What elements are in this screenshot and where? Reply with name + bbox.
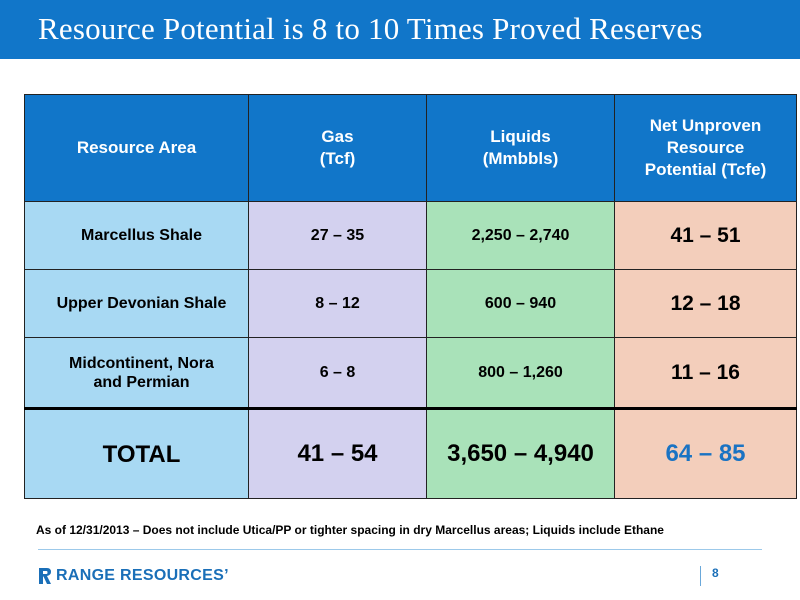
cell-area: Upper Devonian Shale [24,269,249,338]
table-header-row: Resource Area Gas (Tcf) Liquids (Mmbbls)… [24,94,797,202]
footer-divider [38,549,762,550]
area-label: Marcellus Shale [81,227,202,244]
logo-text: RANGE RESOURCES’ [56,567,229,584]
header-net-unproven: Net Unproven Resource Potential (Tcfe) [614,94,797,202]
cell-gas: 27 – 35 [248,201,427,270]
cell-liquids: 2,250 – 2,740 [426,201,615,270]
cell-total-gas: 41 – 54 [248,407,427,499]
header-liquids-unit: (Mmbbls) [482,149,559,168]
table-row: Midcontinent, Nora and Permian 6 – 8 800… [24,337,797,409]
cell-net: 12 – 18 [614,269,797,338]
cell-area: Marcellus Shale [24,201,249,270]
company-logo: RANGE RESOURCES’ [38,566,229,586]
cell-total-label: TOTAL [24,407,249,499]
header-area-label: Resource Area [76,138,197,157]
header-net-line1: Net Unproven [649,116,762,135]
resource-table: Resource Area Gas (Tcf) Liquids (Mmbbls)… [24,94,797,499]
header-resource-area: Resource Area [24,94,249,202]
total-row: TOTAL 41 – 54 3,650 – 4,940 64 – 85 [24,407,797,499]
header-liquids: Liquids (Mmbbls) [426,94,615,202]
area-label-line2: and Permian [93,373,190,391]
footnote: As of 12/31/2013 – Does not include Utic… [36,523,664,537]
header-gas-label: Gas [321,127,354,146]
cell-net: 41 – 51 [614,201,797,270]
page-number: 8 [712,566,719,580]
cell-gas: 8 – 12 [248,269,427,338]
cell-gas: 6 – 8 [248,337,427,409]
area-label-line1: Midcontinent, Nora [69,354,214,372]
cell-liquids: 600 – 940 [426,269,615,338]
table-row: Marcellus Shale 27 – 35 2,250 – 2,740 41… [24,201,797,270]
slide-title: Resource Potential is 8 to 10 Times Prov… [38,11,703,46]
cell-net: 11 – 16 [614,337,797,409]
header-net-line3: Potential (Tcfe) [644,160,767,179]
cell-area: Midcontinent, Nora and Permian [24,337,249,409]
header-net-line2: Resource [666,138,745,157]
cell-total-net: 64 – 85 [614,407,797,499]
area-label: Upper Devonian Shale [56,295,227,312]
cell-total-liquids: 3,650 – 4,940 [426,407,615,499]
header-gas-unit: (Tcf) [319,149,356,168]
header-gas: Gas (Tcf) [248,94,427,202]
cell-liquids: 800 – 1,260 [426,337,615,409]
title-bar: Resource Potential is 8 to 10 Times Prov… [0,0,800,59]
range-logo-icon [39,568,51,584]
table-row: Upper Devonian Shale 8 – 12 600 – 940 12… [24,269,797,338]
page-number-divider [700,566,701,586]
header-liquids-label: Liquids [490,127,551,146]
